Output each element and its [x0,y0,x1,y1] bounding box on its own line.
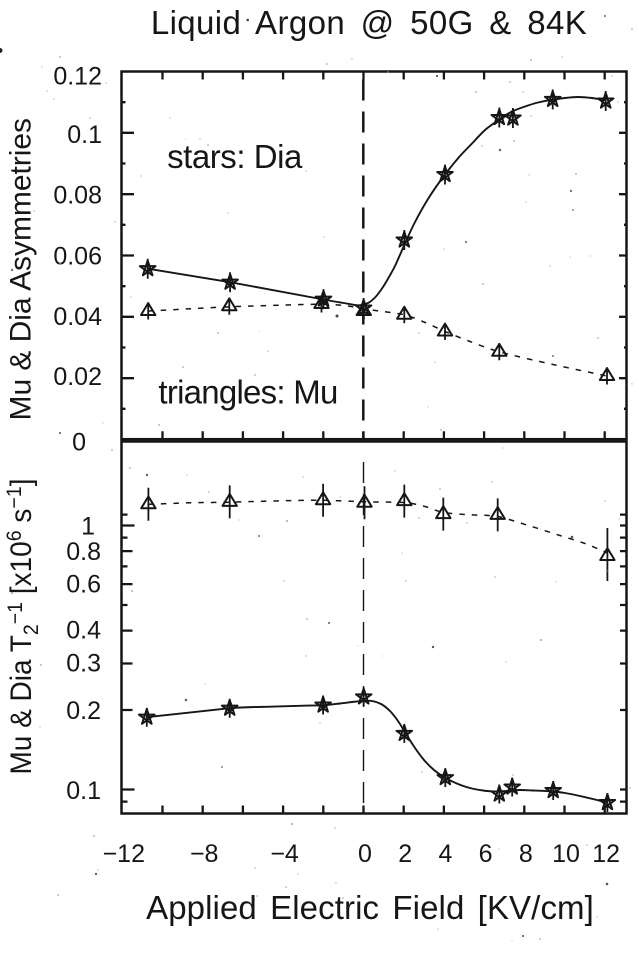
svg-text:0.4: 0.4 [66,617,101,645]
svg-text:0.06: 0.06 [53,243,102,271]
svg-text:Mu & Dia Asymmetries: Mu & Dia Asymmetries [5,118,38,420]
svg-text:0: 0 [72,428,86,456]
svg-text:8: 8 [519,840,533,868]
svg-text:0.08: 0.08 [53,181,102,209]
svg-text:Applied Electric Field [KV/cm]: Applied Electric Field [KV/cm] [146,889,594,926]
svg-text:0.1: 0.1 [66,777,101,805]
svg-text:0.04: 0.04 [53,303,102,331]
svg-text:0: 0 [358,840,372,868]
svg-text:10: 10 [552,840,580,868]
svg-text:12: 12 [592,840,620,868]
svg-text:stars: Dia: stars: Dia [167,138,303,175]
svg-text:0.1: 0.1 [67,121,102,149]
svg-text:6: 6 [479,840,493,868]
svg-text:1: 1 [81,512,95,540]
svg-text:−12: −12 [103,840,145,868]
svg-text:Mu & Dia T2−1 [x106 s−1]: Mu & Dia T2−1 [x106 s−1] [3,479,43,775]
svg-text:0.3: 0.3 [66,650,101,678]
svg-text:0.12: 0.12 [53,63,102,91]
svg-text:−8: −8 [190,840,219,868]
svg-text:Liquid Argon @ 50G & 84K: Liquid Argon @ 50G & 84K [151,4,587,41]
svg-text:−4: −4 [270,840,299,868]
svg-text:0.6: 0.6 [66,571,101,599]
svg-text:triangles: Mu: triangles: Mu [158,374,337,411]
svg-text:4: 4 [438,840,452,868]
svg-text:0.02: 0.02 [53,363,102,391]
svg-text:0.8: 0.8 [66,538,101,566]
svg-text:2: 2 [398,840,412,868]
svg-text:0.2: 0.2 [66,697,101,725]
